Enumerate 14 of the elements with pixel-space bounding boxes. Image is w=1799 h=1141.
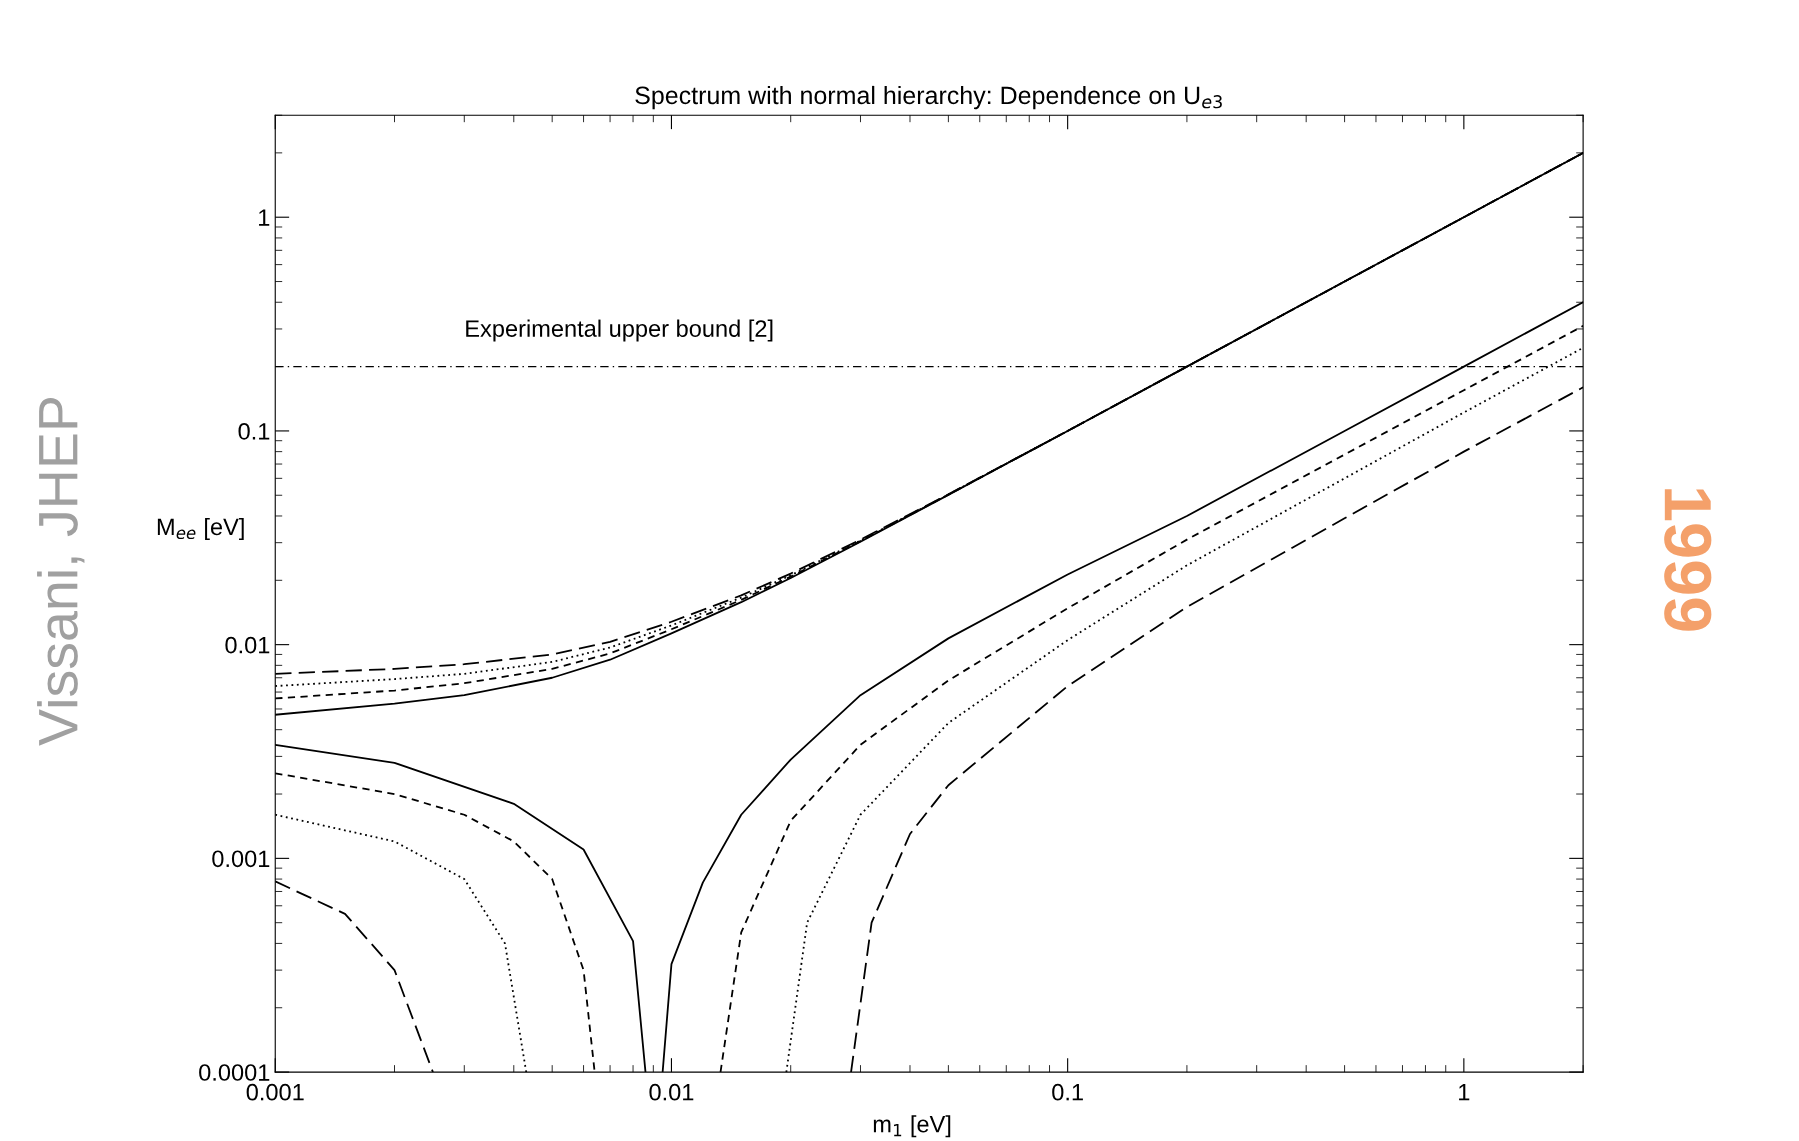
text: Vissani, JHEP — [37, 397, 85, 746]
x-tick-label: 1 — [1459, 1084, 1470, 1101]
chart-title: Spectrum with normal hierarchy: Dependence on U$_{e3}$ — [635, 85, 1222, 110]
y-tick-label: 0.1 — [238, 423, 270, 440]
ref-line-label: Experimental upper bound [2] — [466, 319, 773, 342]
y-tick-label: 0.0001 — [199, 1064, 270, 1081]
x-tick-label: 0.01 — [649, 1083, 694, 1101]
y-tick-label: 0.001 — [212, 850, 270, 868]
y-axis-title: M$_{ee}$ [eV] — [157, 517, 244, 540]
x-axis-title: m$_{1}$ [eV] — [873, 1115, 951, 1138]
text: 1999 — [1664, 489, 1712, 631]
y-tick-label: 0.01 — [225, 636, 270, 654]
y-tick-label: 1 — [259, 209, 270, 226]
x-tick-label: 0.1 — [1052, 1083, 1083, 1101]
